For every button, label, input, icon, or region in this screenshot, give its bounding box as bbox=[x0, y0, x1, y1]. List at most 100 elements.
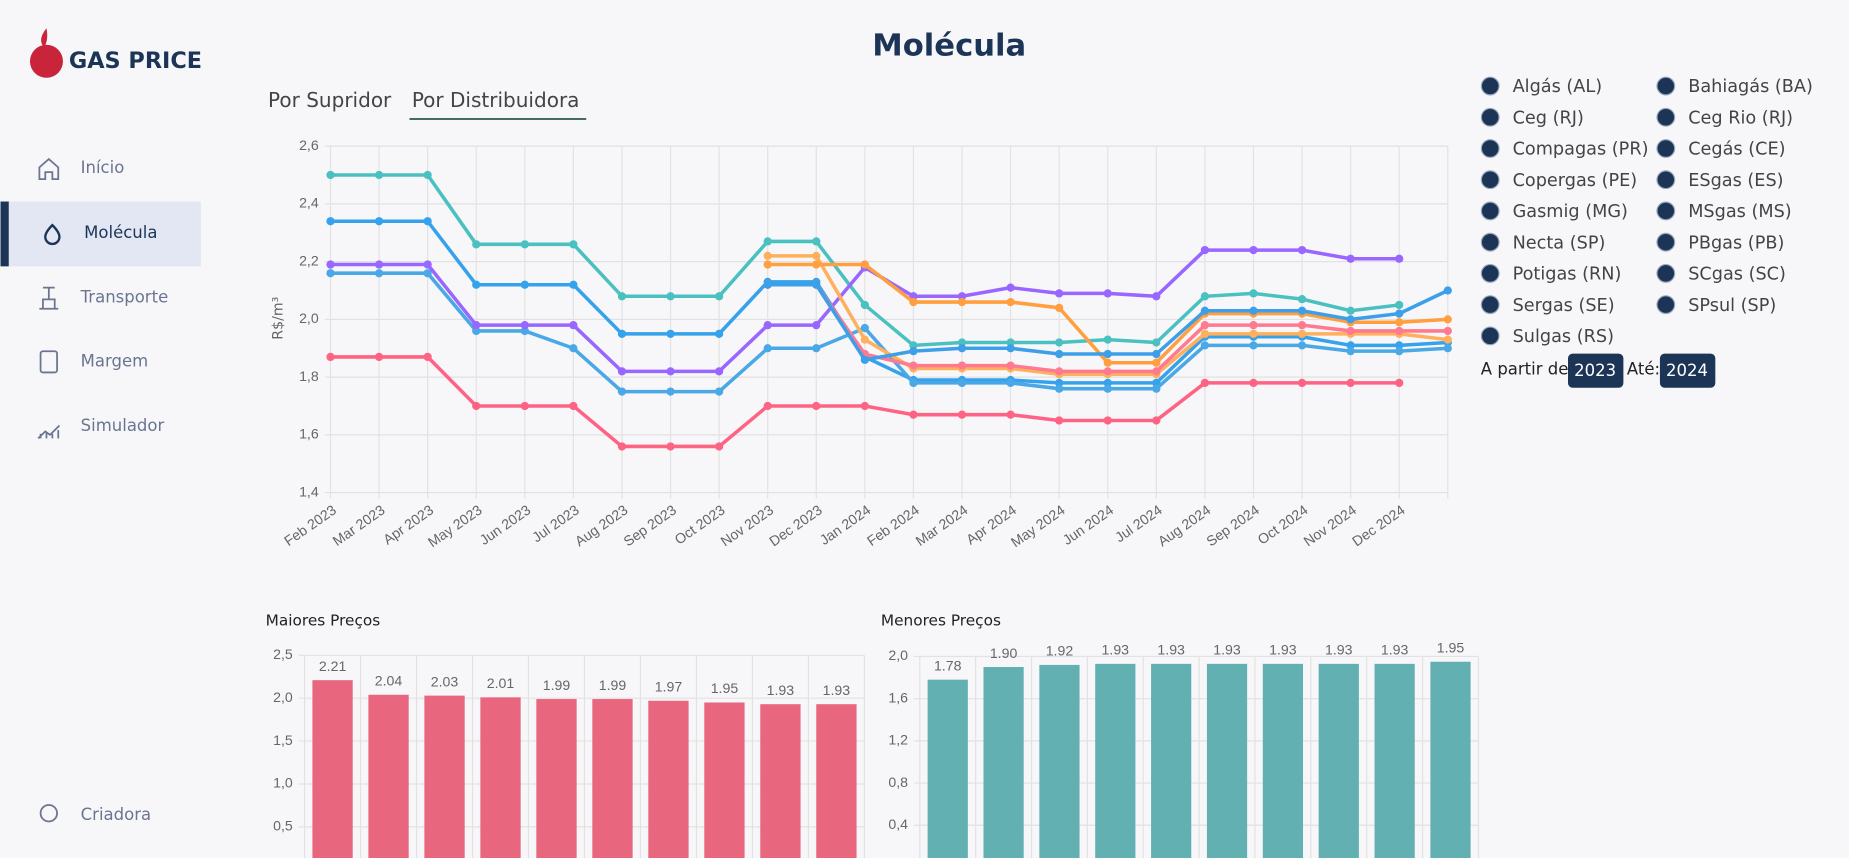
filter-option[interactable]: Ceg Rio (RJ) bbox=[1688, 108, 1793, 128]
filter-checkbox[interactable] bbox=[1480, 264, 1500, 283]
filter-checkbox[interactable] bbox=[1480, 76, 1500, 96]
point bbox=[1395, 341, 1404, 350]
point bbox=[763, 344, 772, 353]
point bbox=[520, 280, 529, 289]
nav-footer[interactable]: Criadora bbox=[81, 805, 151, 824]
nav-item[interactable]: Simulador bbox=[81, 416, 165, 435]
icon-bulb bbox=[39, 804, 58, 823]
nav-item[interactable]: Transporte bbox=[80, 288, 169, 307]
filter-option[interactable]: Ceg (RJ) bbox=[1513, 108, 1584, 128]
point bbox=[617, 387, 627, 396]
value-label: 2.01 bbox=[487, 675, 515, 691]
tab-active[interactable]: Por Distribuidora bbox=[412, 88, 580, 112]
filter-checkbox[interactable] bbox=[1480, 170, 1500, 190]
filter-checkbox[interactable] bbox=[1480, 232, 1500, 252]
point bbox=[423, 260, 432, 269]
filter-option[interactable]: Potigas (RN) bbox=[1513, 265, 1622, 285]
point bbox=[1297, 378, 1307, 388]
filter-checkbox[interactable] bbox=[1480, 295, 1500, 315]
x-tick-label: Dec 2023 bbox=[766, 501, 825, 549]
filter-checkbox[interactable] bbox=[1480, 139, 1500, 158]
point bbox=[1006, 297, 1015, 307]
filter-checkbox[interactable] bbox=[1656, 201, 1676, 221]
filter-checkbox[interactable] bbox=[1480, 201, 1500, 221]
filter-option[interactable]: ESgas (ES) bbox=[1688, 171, 1783, 191]
filter-checkbox[interactable] bbox=[1656, 232, 1676, 252]
filter-option[interactable]: Gasmig (MG) bbox=[1513, 202, 1628, 222]
point bbox=[763, 401, 772, 411]
point bbox=[374, 217, 384, 226]
point bbox=[520, 326, 529, 336]
point bbox=[1006, 361, 1015, 370]
year-to-text[interactable]: 2024 bbox=[1666, 361, 1708, 380]
y-tick-label: 2,0 bbox=[299, 310, 319, 326]
filter-option[interactable]: Algás (AL) bbox=[1513, 77, 1603, 97]
point bbox=[763, 260, 772, 269]
point bbox=[1006, 378, 1015, 388]
filter-checkbox[interactable] bbox=[1656, 295, 1676, 315]
filter-option[interactable]: Sulgas (RS) bbox=[1513, 327, 1614, 347]
filter-option[interactable]: Compagas (PR) bbox=[1513, 140, 1649, 160]
point bbox=[1346, 306, 1355, 315]
filter-option[interactable]: Cegás (CE) bbox=[1688, 140, 1785, 160]
point bbox=[909, 341, 918, 350]
bar bbox=[648, 700, 689, 858]
point bbox=[1297, 295, 1307, 304]
value-label: 1.93 bbox=[767, 682, 795, 698]
point bbox=[617, 367, 627, 376]
nav-item[interactable]: Margem bbox=[81, 351, 149, 370]
point bbox=[1103, 289, 1112, 298]
bar bbox=[1318, 663, 1359, 858]
point bbox=[1055, 384, 1064, 393]
filter-option[interactable]: MSgas (MS) bbox=[1688, 202, 1792, 222]
point bbox=[666, 442, 675, 451]
year-from-text[interactable]: 2023 bbox=[1574, 361, 1616, 380]
filter-checkbox[interactable] bbox=[1656, 264, 1676, 283]
bar bbox=[983, 667, 1024, 858]
nav-item[interactable]: Início bbox=[81, 158, 125, 177]
bar bbox=[536, 699, 577, 858]
filter-option[interactable]: Copergas (PE) bbox=[1513, 171, 1638, 191]
point bbox=[957, 378, 967, 388]
filter-option[interactable]: Bahiagás (BA) bbox=[1688, 77, 1813, 97]
filter-option[interactable]: PBgas (PB) bbox=[1688, 233, 1784, 253]
filter-label: Até: bbox=[1627, 360, 1660, 379]
point bbox=[714, 329, 724, 338]
point bbox=[423, 170, 432, 180]
filter-checkbox[interactable] bbox=[1656, 107, 1676, 127]
point bbox=[812, 280, 821, 289]
series-line bbox=[330, 219, 1448, 385]
filter-checkbox[interactable] bbox=[1656, 170, 1676, 190]
point bbox=[909, 297, 918, 307]
value-label: 1.93 bbox=[1102, 642, 1130, 658]
value-label: 1.92 bbox=[1046, 643, 1074, 659]
tab[interactable]: Por Supridor bbox=[268, 88, 392, 112]
filter-checkbox[interactable] bbox=[1656, 76, 1676, 96]
point bbox=[326, 217, 335, 226]
filter-option[interactable]: SCgas (SC) bbox=[1688, 265, 1786, 285]
point bbox=[1152, 384, 1161, 393]
year-from[interactable] bbox=[1568, 353, 1624, 388]
point bbox=[472, 326, 481, 336]
y-tick-label: 2,5 bbox=[273, 646, 293, 662]
value-label: 2.21 bbox=[319, 658, 347, 674]
year-to[interactable] bbox=[1659, 353, 1716, 388]
point bbox=[472, 240, 481, 249]
point bbox=[909, 410, 918, 419]
point bbox=[909, 378, 918, 388]
filter-option[interactable]: Sergas (SE) bbox=[1513, 296, 1615, 316]
filter-option[interactable]: Necta (SP) bbox=[1513, 233, 1606, 253]
filter-checkbox[interactable] bbox=[1480, 326, 1500, 346]
nav-item[interactable]: Molécula bbox=[84, 223, 157, 242]
point bbox=[569, 344, 578, 353]
filter-checkbox[interactable] bbox=[1656, 139, 1676, 158]
filter-option[interactable]: SPsul (SP) bbox=[1688, 296, 1776, 316]
icon-margin bbox=[39, 350, 58, 374]
point bbox=[472, 401, 481, 411]
point bbox=[1249, 245, 1258, 255]
value-label: 1.99 bbox=[599, 677, 627, 693]
point bbox=[957, 338, 967, 347]
chart-title: Menores Preços bbox=[881, 612, 1001, 630]
filter-checkbox[interactable] bbox=[1480, 107, 1500, 127]
point bbox=[957, 292, 967, 301]
